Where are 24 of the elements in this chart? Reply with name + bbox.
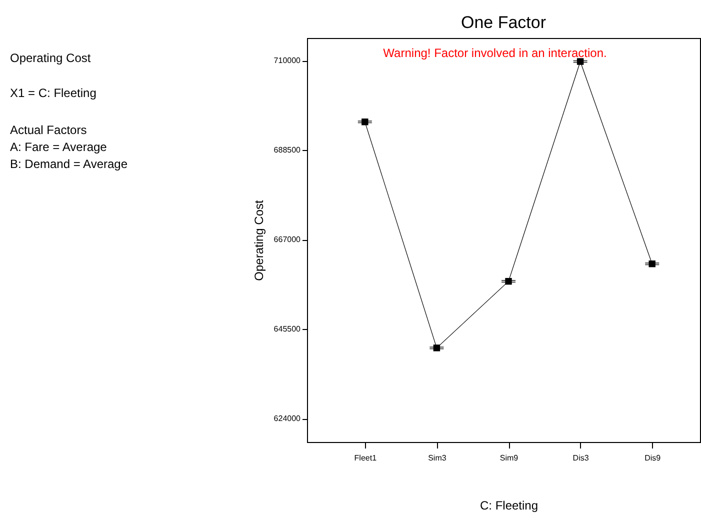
y-tick-label: 645500 — [274, 324, 302, 334]
x-tick-label: Sim3 — [428, 454, 447, 462]
text: B: Demand = Average — [10, 157, 128, 171]
chart-title: One Factor — [460, 13, 546, 32]
x-tick-label: Dis3 — [572, 454, 590, 462]
point — [505, 278, 512, 285]
text: A: Fare = Average — [10, 140, 108, 154]
text: X1 = C: Fleeting — [10, 86, 96, 100]
text: Actual Factors — [10, 123, 87, 137]
text: Operating Cost — [10, 51, 92, 65]
point — [576, 58, 584, 65]
y-axis-title: Operating Cost — [252, 199, 266, 281]
point — [433, 344, 440, 352]
point — [362, 118, 368, 126]
y-tick-label: 710000 — [274, 56, 302, 66]
point — [648, 260, 656, 268]
y-tick-label: 667000 — [274, 235, 302, 244]
annotation: Warning! Factor involved in an interaction. — [383, 46, 607, 60]
x-tick-label: Sim9 — [500, 454, 519, 462]
x-tick-label: Dis9 — [644, 454, 662, 462]
x-tick-label: Fleet1 — [354, 454, 378, 462]
y-tick-label: 688500 — [274, 146, 302, 155]
x-axis-title: C: Fleeting — [480, 498, 538, 512]
y-tick-label: 624000 — [274, 414, 302, 424]
